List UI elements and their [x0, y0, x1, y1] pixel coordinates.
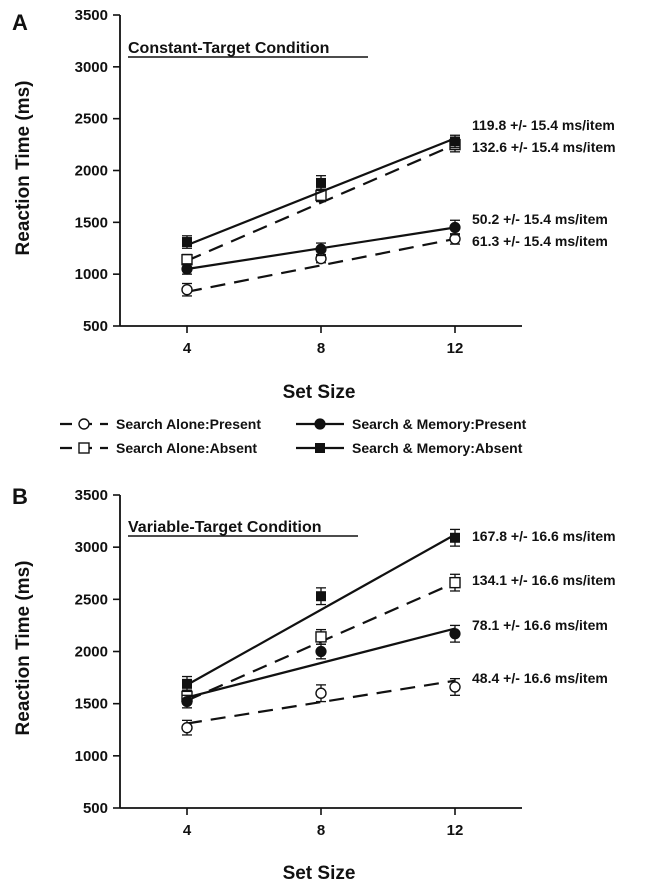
panel-b: B Variable-Target Condition Set Size Rea…	[12, 484, 616, 884]
panel-a-point-search-and-memory-present	[181, 263, 193, 275]
legend-label: Search Alone:Absent	[116, 440, 257, 456]
panel-b-point-search-and-memory-absent	[182, 678, 192, 689]
panel-b-y-tick-label: 3000	[75, 539, 108, 556]
panel-b-point-search-alone-absent	[315, 631, 327, 643]
panel-a-fit-line-search-and-memory-absent	[186, 137, 456, 247]
panel-a-slope-label: 61.3 +/- 15.4 ms/item	[472, 233, 608, 249]
panel-b-point-search-and-memory-absent	[450, 532, 460, 543]
panel-a-y-tick-label: 3500	[75, 7, 108, 24]
legend-marker	[78, 418, 90, 430]
panel-b-y-tick-label: 2500	[75, 591, 108, 608]
legend-marker	[78, 442, 90, 454]
panel-b-y-tick-label: 1000	[75, 748, 108, 765]
panel-b-slope-label: 78.1 +/- 16.6 ms/item	[472, 617, 608, 633]
panel-a-slope-label: 50.2 +/- 15.4 ms/item	[472, 211, 608, 227]
panel-b-x-tick-label: 8	[317, 822, 325, 839]
panel-a-y-tick-label: 500	[83, 318, 108, 335]
panel-a-series-search-and-memory-absent	[182, 134, 460, 249]
panel-a-slope-label: 119.8 +/- 15.4 ms/item	[472, 117, 615, 133]
panel-a-y-tick-label: 1500	[75, 214, 108, 231]
panel-b-point-search-and-memory-present	[181, 695, 193, 708]
panel-a-point-search-alone-present	[181, 284, 193, 296]
panel-a-title: Constant-Target Condition	[128, 40, 329, 57]
legend-item-search-and-memory-absent: Search & Memory:Absent	[296, 440, 523, 456]
panel-a-point-search-and-memory-present	[449, 221, 461, 234]
panel-b-y-axis-title: Reaction Time (ms)	[13, 561, 34, 736]
legend-label: Search & Memory:Present	[352, 416, 527, 432]
panel-a-point-search-and-memory-absent	[450, 136, 460, 147]
panel-b-point-search-and-memory-absent	[316, 591, 326, 602]
panel-b-point-search-and-memory-present	[315, 645, 327, 658]
panel-b-y-tick-label: 1500	[75, 696, 108, 713]
panel-a-fit-line-search-alone-absent	[186, 143, 456, 262]
panel-a-y-tick-label: 2000	[75, 163, 108, 180]
panel-b-y-tick-label: 500	[83, 800, 108, 817]
panel-b-fit-line-search-and-memory-absent	[186, 533, 456, 686]
panel-b-point-search-alone-present	[315, 687, 327, 699]
panel-a-y-axis-title: Reaction Time (ms)	[13, 81, 34, 256]
panel-b-title: Variable-Target Condition	[128, 519, 322, 536]
panel-b-fit-line-search-alone-present	[186, 679, 456, 725]
panel-b-point-search-alone-absent	[449, 576, 461, 589]
panel-a-fit-line-search-alone-present	[186, 237, 456, 293]
legend-marker	[314, 418, 326, 430]
legend-item-search-alone-present: Search Alone:Present	[60, 416, 261, 432]
panel-b-series-search-alone-present	[181, 677, 461, 736]
panel-a-y-tick-label: 3000	[75, 59, 108, 76]
panel-a-point-search-and-memory-absent	[182, 237, 192, 248]
panel-a-y-tick-label: 2500	[75, 111, 108, 128]
panel-letter-b: B	[12, 484, 28, 509]
legend: Search Alone:Present Search & Memory:Pres…	[60, 416, 527, 456]
panel-a-point-search-and-memory-absent	[316, 177, 326, 188]
panel-b-series-search-and-memory-present	[181, 624, 461, 709]
legend-label: Search & Memory:Absent	[352, 440, 523, 456]
panel-a: A Constant-Target Condition Set Size Rea…	[12, 7, 616, 403]
panel-a-x-tick-label: 4	[183, 340, 192, 357]
legend-item-search-and-memory-present: Search & Memory:Present	[296, 416, 527, 432]
panel-b-series-search-and-memory-absent	[182, 528, 460, 692]
panel-b-point-search-alone-present	[449, 681, 461, 693]
panel-b-y-tick-label: 3500	[75, 487, 108, 504]
panel-b-point-search-and-memory-present	[449, 628, 461, 640]
panel-a-y-tick-label: 1000	[75, 266, 108, 283]
panel-b-fit-line-search-and-memory-present	[186, 627, 456, 699]
panel-a-x-axis-title: Set Size	[283, 382, 356, 403]
panel-b-x-tick-label: 4	[183, 822, 192, 839]
panel-a-series-search-and-memory-present	[181, 219, 461, 275]
panel-a-x-tick-label: 8	[317, 340, 325, 357]
panel-a-x-tick-label: 12	[447, 340, 464, 357]
legend-marker	[315, 443, 325, 453]
panel-b-slope-label: 167.8 +/- 16.6 ms/item	[472, 528, 616, 544]
panel-b-slope-label: 134.1 +/- 16.6 ms/item	[472, 572, 616, 588]
legend-label: Search Alone:Present	[116, 416, 261, 432]
panel-a-slope-label: 132.6 +/- 15.4 ms/item	[472, 139, 616, 155]
panel-letter-a: A	[12, 10, 28, 35]
panel-b-y-tick-label: 2000	[75, 644, 108, 661]
panel-b-x-axis-title: Set Size	[283, 863, 356, 884]
panel-b-point-search-alone-present	[181, 721, 193, 734]
legend-item-search-alone-absent: Search Alone:Absent	[60, 440, 257, 456]
panel-b-slope-label: 48.4 +/- 16.6 ms/item	[472, 670, 608, 686]
panel-b-x-tick-label: 12	[447, 822, 464, 839]
panel-a-point-search-and-memory-present	[315, 243, 327, 255]
